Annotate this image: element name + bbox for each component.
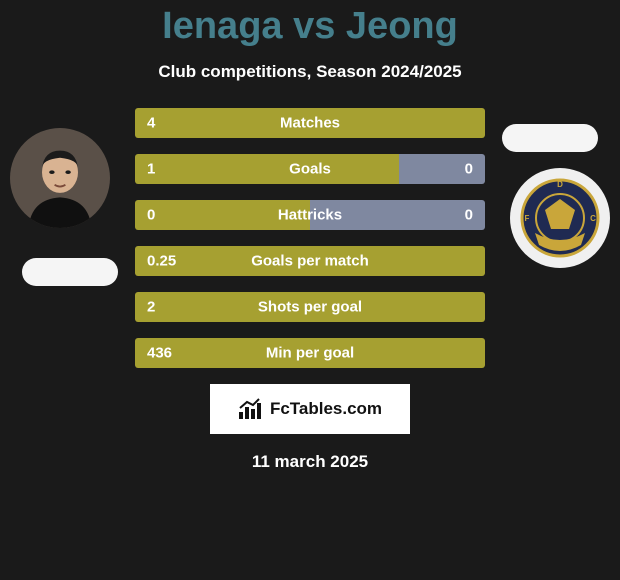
stat-value-left: 4: [135, 115, 155, 132]
page-title: Ienaga vs Jeong: [0, 5, 620, 48]
svg-text:C: C: [590, 214, 596, 223]
svg-text:F: F: [525, 214, 530, 223]
stat-row: 0 Hattricks 0: [135, 200, 485, 230]
fctables-logo: FcTables.com: [210, 384, 410, 434]
stats-section: 4 Matches 1 Goals 0 0 Hattricks 0 0.25 Goals per …: [135, 108, 485, 368]
stat-label: Goals per match: [251, 253, 369, 270]
page-subtitle: Club competitions, Season 2024/2025: [0, 62, 620, 82]
player-left-flag-pill: [22, 258, 118, 286]
chart-icon: [238, 398, 264, 420]
stat-label: Shots per goal: [258, 299, 362, 316]
stat-row: 2 Shots per goal: [135, 292, 485, 322]
stat-label: Goals: [289, 161, 331, 178]
stat-value-left: 1: [135, 161, 155, 178]
stat-value-right: 0: [465, 161, 485, 178]
stat-label: Min per goal: [266, 345, 354, 362]
stat-value-right: 0: [465, 207, 485, 224]
stat-value-left: 0: [135, 207, 155, 224]
player-right-crest: D C F: [510, 168, 610, 268]
stat-label: Matches: [280, 115, 340, 132]
date-text: 11 march 2025: [0, 452, 620, 472]
stat-row: 0.25 Goals per match: [135, 246, 485, 276]
player-left-avatar: [10, 128, 110, 228]
stat-row: 436 Min per goal: [135, 338, 485, 368]
stat-value-left: 2: [135, 299, 155, 316]
stat-label: Hattricks: [278, 207, 342, 224]
svg-text:D: D: [557, 180, 563, 189]
stat-value-left: 436: [135, 345, 172, 362]
stat-bar-left: [135, 154, 399, 184]
stat-row: 1 Goals 0: [135, 154, 485, 184]
stat-value-left: 0.25: [135, 253, 176, 270]
player-right-flag-pill: [502, 124, 598, 152]
logo-text: FcTables.com: [270, 399, 382, 419]
stat-row: 4 Matches: [135, 108, 485, 138]
